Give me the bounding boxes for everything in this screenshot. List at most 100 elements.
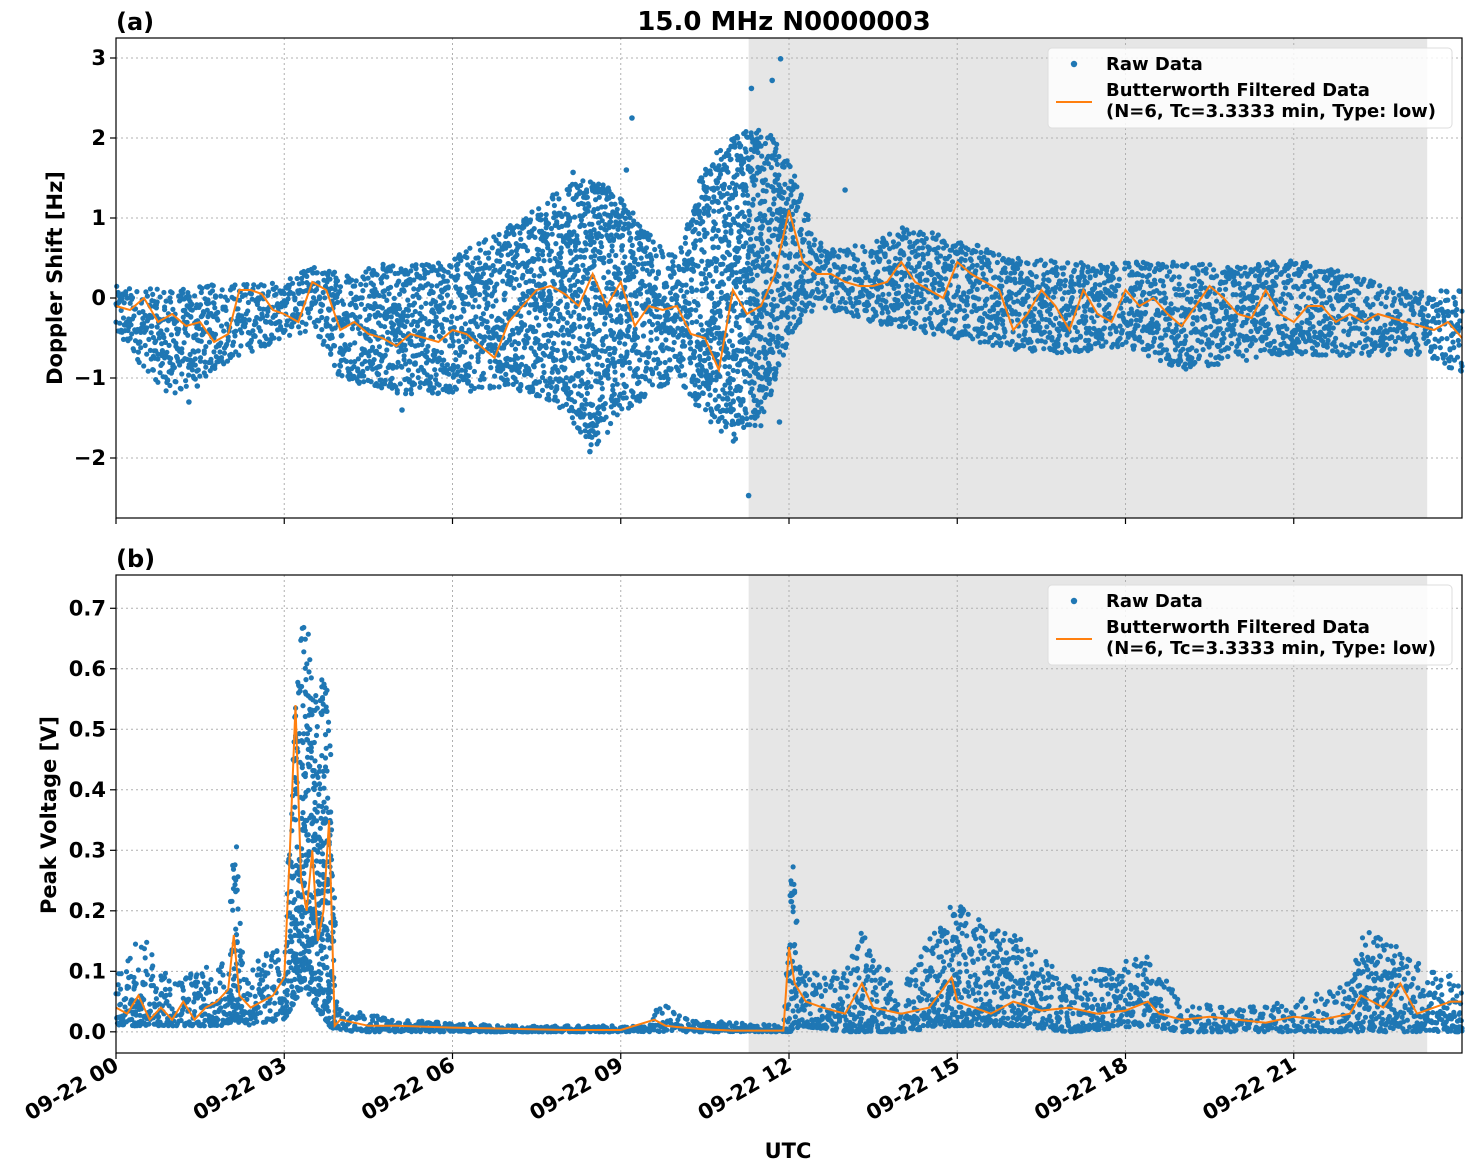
raw-data-point <box>607 351 613 357</box>
raw-data-point <box>744 260 751 266</box>
raw-data-point <box>382 324 388 330</box>
raw-data-point <box>551 281 558 287</box>
raw-data-point <box>762 355 769 361</box>
raw-data-point <box>527 217 534 223</box>
raw-data-point <box>862 248 868 255</box>
raw-data-point <box>117 320 123 326</box>
raw-data-point <box>971 302 977 308</box>
raw-data-point <box>513 276 519 282</box>
raw-data-point <box>389 375 395 381</box>
raw-data-point <box>609 281 615 287</box>
raw-data-point <box>575 240 582 246</box>
raw-data-point <box>599 386 605 392</box>
raw-data-point <box>779 335 785 342</box>
raw-data-point <box>723 346 730 352</box>
raw-data-point <box>765 246 771 252</box>
raw-data-point <box>687 334 693 340</box>
raw-data-point <box>776 273 782 279</box>
raw-data-point <box>710 278 716 284</box>
raw-data-point <box>571 309 577 315</box>
raw-data-point <box>609 243 615 249</box>
raw-data-point <box>961 290 967 296</box>
raw-data-point <box>761 409 767 415</box>
raw-data-point <box>563 269 570 275</box>
raw-data-point <box>682 384 689 390</box>
raw-data-point <box>633 269 639 275</box>
raw-data-point <box>638 255 644 261</box>
raw-data-point <box>581 411 588 418</box>
raw-data-point <box>619 247 625 253</box>
raw-data-point <box>568 350 574 356</box>
raw-data-point <box>463 249 469 255</box>
raw-data-point <box>545 242 551 248</box>
raw-data-point <box>932 280 938 286</box>
raw-data-point <box>659 342 665 348</box>
raw-data-point <box>682 240 689 246</box>
raw-data-point <box>183 378 189 384</box>
raw-data-point <box>551 202 558 209</box>
raw-data-point <box>470 304 476 310</box>
raw-data-point <box>518 236 524 242</box>
raw-data-point <box>699 281 705 287</box>
raw-data-point <box>340 301 347 307</box>
raw-data-point <box>431 385 437 391</box>
raw-data-point <box>763 188 769 194</box>
raw-data-point <box>591 262 597 268</box>
raw-data-point <box>714 257 720 263</box>
raw-data-point <box>388 314 394 320</box>
raw-data-point <box>506 243 513 249</box>
raw-data-point <box>440 273 446 280</box>
raw-data-point <box>964 313 970 319</box>
raw-data-point <box>401 357 407 363</box>
raw-data-point <box>703 280 709 286</box>
raw-data-point <box>147 286 153 292</box>
raw-data-point <box>973 268 979 274</box>
raw-data-point <box>547 257 553 264</box>
raw-data-point <box>454 267 460 273</box>
raw-data-point <box>465 378 471 385</box>
raw-data-point <box>712 414 718 420</box>
raw-data-point <box>931 285 937 291</box>
raw-data-point <box>173 379 179 385</box>
raw-data-point <box>849 287 855 293</box>
raw-data-point <box>363 282 369 288</box>
raw-data-point <box>1012 270 1018 276</box>
raw-data-point <box>575 293 581 299</box>
raw-data-point <box>560 340 567 346</box>
raw-data-point <box>643 365 650 371</box>
raw-data-point <box>297 330 303 336</box>
raw-data-point <box>384 274 390 280</box>
raw-data-point <box>691 355 698 361</box>
raw-data-point <box>195 367 201 373</box>
raw-data-point <box>450 389 456 395</box>
raw-data-point <box>575 267 582 273</box>
raw-data-point <box>584 187 590 193</box>
raw-data-point <box>619 197 625 203</box>
raw-data-point <box>731 431 737 437</box>
raw-data-point <box>965 323 971 329</box>
raw-data-point <box>962 257 968 263</box>
raw-data-point <box>332 325 338 331</box>
raw-data-point <box>232 282 238 288</box>
raw-data-point <box>968 257 974 263</box>
raw-data-point <box>581 223 588 229</box>
raw-data-point <box>548 351 555 357</box>
raw-data-point <box>429 283 435 289</box>
raw-data-point <box>720 396 726 402</box>
raw-data-point <box>502 290 508 296</box>
raw-data-point <box>352 359 358 365</box>
raw-data-point <box>155 356 161 362</box>
raw-data-point <box>143 289 149 295</box>
raw-data-point <box>147 347 153 353</box>
raw-data-point <box>365 275 371 281</box>
raw-data-point <box>517 230 523 236</box>
raw-data-point <box>471 385 477 391</box>
raw-data-point <box>665 376 671 382</box>
raw-data-point <box>531 226 537 232</box>
raw-data-point <box>745 346 751 352</box>
raw-data-point <box>154 299 160 305</box>
raw-data-point <box>622 215 629 221</box>
raw-data-point <box>920 245 926 251</box>
raw-data-point <box>496 241 502 247</box>
raw-data-point <box>461 308 467 314</box>
